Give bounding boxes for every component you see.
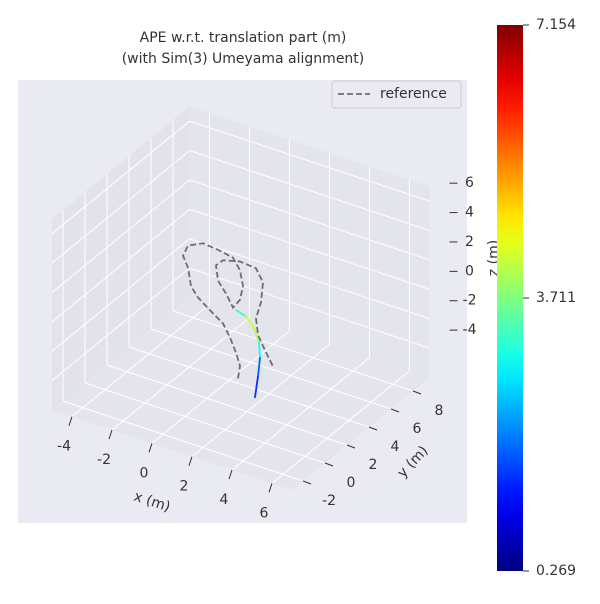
z-tick-label: 0 [465, 263, 474, 279]
z-tick-label: -4 [463, 322, 477, 338]
colorbar-tick-label: 3.711 [536, 290, 576, 306]
x-tick-label: 2 [180, 479, 189, 495]
pane-left [52, 106, 190, 410]
x-tick-label: 4 [220, 492, 229, 508]
chart-subtitle: (with Sim(3) Umeyama alignment) [122, 51, 365, 67]
y-tick-mark [368, 426, 378, 431]
grid-line [106, 364, 348, 446]
y-tick-mark [302, 480, 312, 485]
grid-line [51, 267, 190, 382]
grid-line [151, 330, 290, 444]
y-tick-label: 4 [391, 439, 400, 455]
x-tick-mark [188, 456, 193, 466]
pane-floor [52, 297, 430, 490]
legend: reference [331, 80, 462, 109]
grid-line [189, 120, 430, 202]
grid-line [191, 343, 330, 458]
grid-line [128, 346, 370, 428]
y-tick-mark [346, 444, 356, 449]
y-tick-label: 2 [369, 457, 378, 473]
estimate-segment [253, 326, 260, 344]
estimate-segment [245, 315, 255, 329]
colorbar-tick-label: 7.154 [536, 17, 576, 33]
grid-line [189, 208, 430, 290]
grid-line [150, 328, 392, 410]
x-tick-label: 0 [140, 465, 149, 481]
grid-line [189, 267, 430, 349]
estimate-segment [254, 375, 259, 399]
x-tick-mark [148, 443, 153, 453]
grid-line [111, 317, 250, 431]
grid-line [51, 150, 190, 264]
grid-line [271, 370, 410, 484]
x-tick-label: 6 [260, 505, 269, 521]
y-tick-label: 8 [435, 403, 444, 419]
y-tick-mark [324, 462, 334, 467]
grid-line [231, 357, 370, 471]
estimate-segment [235, 309, 247, 318]
grid-line [84, 382, 326, 464]
colorbar-tick-label: 0.269 [536, 563, 576, 579]
colorbar-ticks: 0.269 3.711 7.154 [523, 17, 576, 579]
grid-line [51, 179, 190, 293]
estimate-segment [257, 356, 261, 378]
chart-title: APE w.r.t. translation part (m) [140, 30, 347, 46]
grid-line [51, 208, 190, 323]
x-tick-mark [68, 416, 73, 426]
reference-line [182, 242, 275, 379]
grid-line [172, 310, 414, 392]
y-tick-label: 0 [347, 475, 356, 491]
legend-label: reference [380, 86, 447, 102]
grid-line [51, 120, 190, 235]
z-tick-label: 4 [465, 205, 474, 221]
grid-line [189, 238, 430, 320]
grid-line [189, 150, 430, 232]
x-tick-mark [108, 429, 113, 440]
x-tick-mark [228, 469, 233, 480]
estimate-segment [258, 341, 261, 359]
z-tick-label: 2 [465, 234, 474, 250]
colorbar [497, 25, 523, 571]
legend-box [331, 80, 462, 109]
y-tick-mark [412, 390, 422, 395]
z-tick-label: 6 [465, 175, 474, 191]
x-tick-mark [268, 483, 273, 493]
grid-line [71, 303, 210, 418]
x-tick-label: -2 [97, 452, 111, 468]
y-tick-label: 6 [413, 421, 422, 437]
grid-line [62, 400, 304, 482]
y-tick-label: -2 [322, 493, 336, 509]
grid-line [189, 179, 430, 261]
grid-line [51, 238, 190, 352]
z-tick-label: -2 [463, 293, 477, 309]
x-tick-label: -4 [57, 439, 71, 455]
y-tick-mark [390, 408, 400, 413]
